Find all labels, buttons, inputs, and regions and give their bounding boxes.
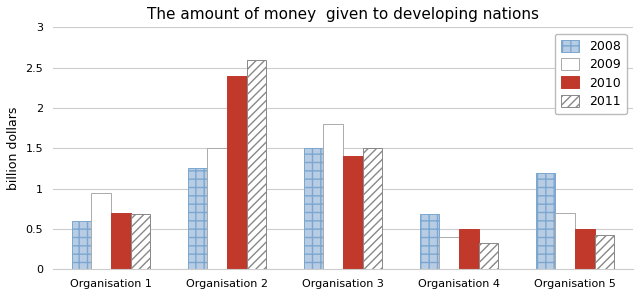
Bar <box>459 229 479 269</box>
Y-axis label: billion dollars: billion dollars <box>7 107 20 190</box>
Bar <box>227 76 247 269</box>
Bar <box>323 124 343 269</box>
Bar <box>595 235 614 269</box>
Bar <box>111 213 131 269</box>
Title: The amount of money  given to developing nations: The amount of money given to developing … <box>147 7 539 22</box>
Bar <box>479 243 499 269</box>
Bar <box>439 237 459 269</box>
Bar <box>247 59 266 269</box>
Bar <box>303 148 323 269</box>
Bar <box>363 148 383 269</box>
Bar <box>72 221 92 269</box>
Bar <box>188 168 207 269</box>
Legend: 2008, 2009, 2010, 2011: 2008, 2009, 2010, 2011 <box>555 33 627 114</box>
Bar <box>207 148 227 269</box>
Bar <box>92 193 111 269</box>
Bar <box>343 156 363 269</box>
Bar <box>556 213 575 269</box>
Bar <box>420 215 439 269</box>
Bar <box>131 215 150 269</box>
Bar <box>575 229 595 269</box>
Bar <box>536 173 556 269</box>
